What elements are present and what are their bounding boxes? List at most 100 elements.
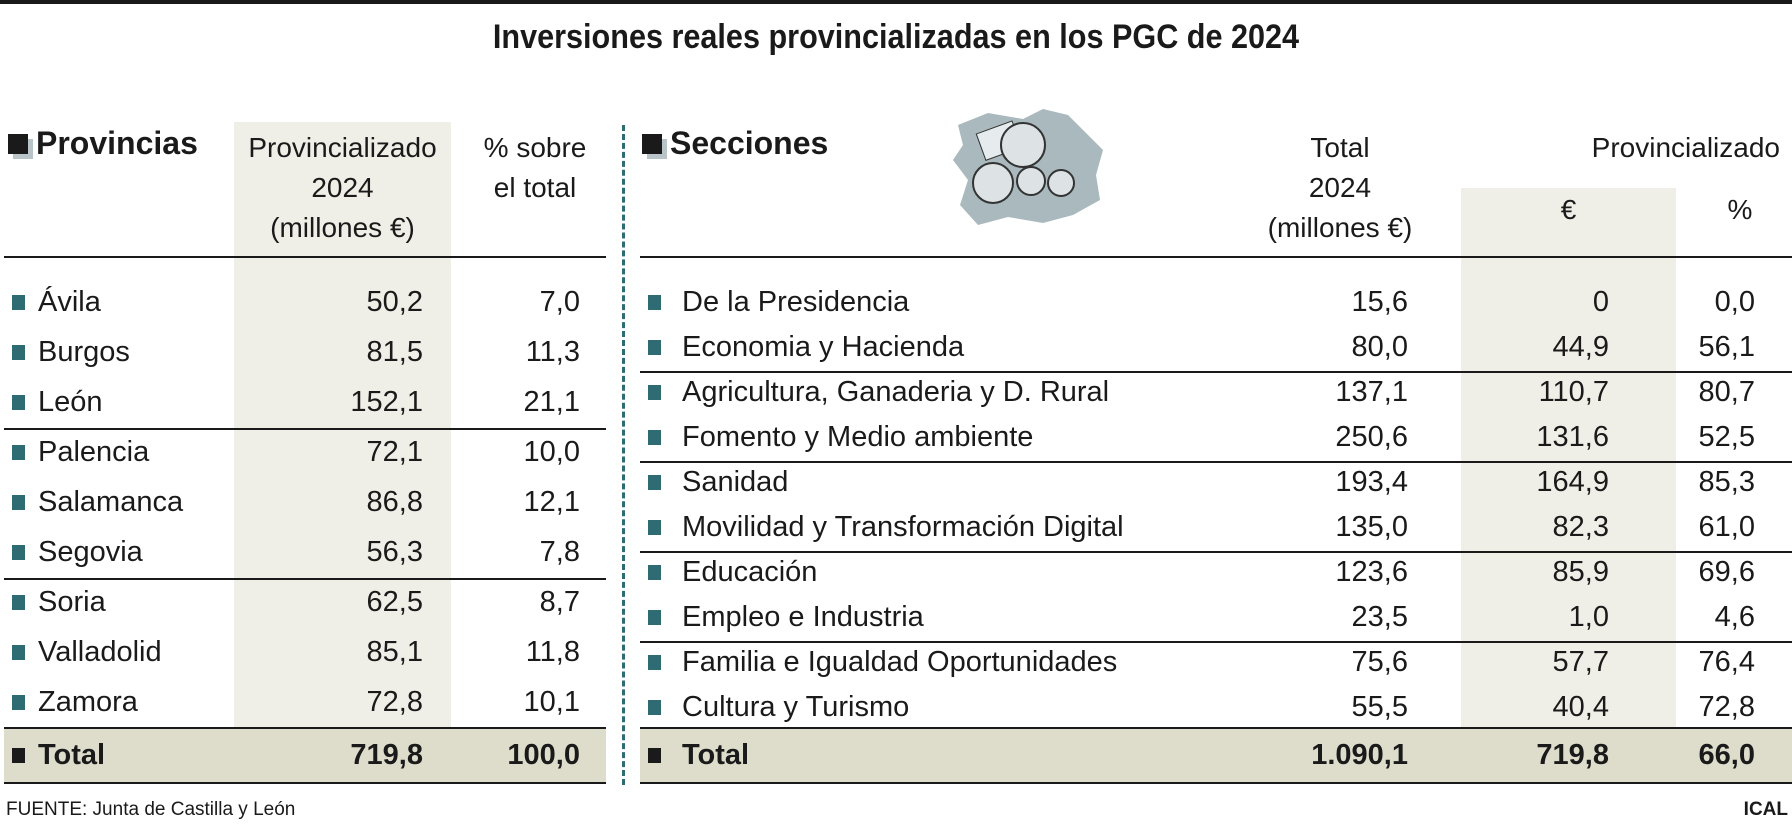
table-row: Zamora 72,8 10,1 [0,682,606,722]
bullet-icon [12,395,25,410]
table-row: Fomento y Medio ambiente 250,6 131,6 52,5 [640,417,1792,457]
bullet-icon [648,295,661,310]
province-name: Segovia [38,536,143,568]
province-pct: 11,3 [525,336,580,368]
section-eur: 40,4 [1552,691,1609,723]
header-rule [640,256,1792,258]
group-rule [4,578,606,580]
province-name: Soria [38,586,106,618]
bullet-icon [648,475,661,490]
total-eur: 719,8 [1536,739,1609,771]
table-row: Empleo e Industria 23,5 1,0 4,6 [640,597,1792,637]
shaded-column [234,122,451,728]
province-pct: 7,8 [539,536,580,568]
bullet-icon [648,655,661,670]
province-value: 62,5 [366,586,423,618]
section-pct: 76,4 [1698,646,1755,678]
page-title: Inversiones reales provincializadas en l… [492,18,1300,56]
header-line: (millones €) [270,212,415,243]
group-rule [640,727,1792,729]
section-name: Sanidad [682,466,789,498]
section-total: 23,5 [1351,601,1408,633]
header-line: 2024 [311,172,374,203]
section-name: De la Presidencia [682,286,910,318]
total-total: 1.090,1 [1311,739,1408,771]
bullet-icon [12,295,25,310]
section-eur: 164,9 [1536,466,1609,498]
header-line: Provincializado [248,132,437,163]
col-pct-header: % sobre el total [470,128,600,208]
table-row: Cultura y Turismo 55,5 40,4 72,8 [640,687,1792,727]
section-total: 137,1 [1335,376,1408,408]
bullet-icon [12,545,25,560]
bullet-icon [648,385,661,400]
group-rule [640,461,1792,463]
section-eur: 1,0 [1568,601,1609,633]
section-total: 15,6 [1351,286,1408,318]
province-pct: 12,1 [523,486,580,518]
group-rule [640,551,1792,553]
bullet-icon [12,495,25,510]
header-line: Total [1310,132,1370,163]
section-pct: 69,6 [1698,556,1755,588]
square-icon [642,133,662,154]
table-row: Palencia 72,1 10,0 [0,432,606,472]
total-row-bg [640,728,1792,782]
section-eur: 131,6 [1536,421,1609,453]
group-rule [640,782,1792,784]
section-pct: 85,3 [1698,466,1755,498]
section-pct: 4,6 [1714,601,1755,633]
province-name: Valladolid [38,636,162,668]
section-name: Fomento y Medio ambiente [682,421,1034,453]
section-name: Economia y Hacienda [682,331,965,363]
group-rule [640,641,1792,643]
bullet-icon [12,748,25,763]
province-pct: 10,1 [523,686,580,718]
section-total: 193,4 [1335,466,1408,498]
table-row: Soria 62,5 8,7 [0,582,606,622]
table-row: Burgos 81,5 11,3 [0,332,606,372]
group-rule [4,727,606,729]
bullet-icon [648,340,661,355]
section-eur: 57,7 [1552,646,1609,678]
province-pct: 10,0 [523,436,580,468]
total-value: 719,8 [350,739,423,771]
secciones-heading: Secciones [642,125,828,162]
province-value: 50,2 [366,286,423,318]
section-name: Empleo e Industria [682,601,924,633]
table-row: Educación 123,6 85,9 69,6 [640,552,1792,592]
province-value: 72,8 [366,686,423,718]
province-name: Ávila [38,286,101,318]
bullet-icon [12,645,25,660]
bullet-icon [648,565,661,580]
header-line: % sobre [483,132,587,163]
heading-label: Secciones [670,125,829,161]
total-label: Total [38,739,106,771]
col-provincializado-header: Provincializado 2024 (millones €) [234,128,451,248]
province-value: 85,1 [366,636,423,668]
province-pct: 11,8 [525,636,580,668]
bullet-icon [648,700,661,715]
table-row: Segovia 56,3 7,8 [0,532,606,572]
source-note: FUENTE: Junta de Castilla y León [6,799,296,820]
credit: ICAL [1743,799,1788,820]
province-name: Palencia [38,436,150,468]
province-value: 81,5 [366,336,423,368]
section-pct: 56,1 [1698,331,1755,363]
section-name: Movilidad y Transformación Digital [682,511,1124,543]
table-row: Ávila 50,2 7,0 [0,282,606,322]
section-eur: 0 [1592,286,1609,318]
square-icon [8,133,28,154]
dotted-divider [622,125,625,785]
section-total: 250,6 [1335,421,1408,453]
bullet-icon [12,595,25,610]
section-total: 75,6 [1351,646,1408,678]
section-eur: 110,7 [1538,376,1609,408]
section-pct: 0,0 [1714,286,1755,318]
group-rule [640,371,1792,373]
total-label: Total [682,739,750,771]
section-pct: 61,0 [1698,511,1755,543]
shaded-column [1461,188,1676,728]
table-row: Agricultura, Ganaderia y D. Rural 137,1 11… [640,372,1792,412]
total-pct: 100,0 [507,739,580,771]
